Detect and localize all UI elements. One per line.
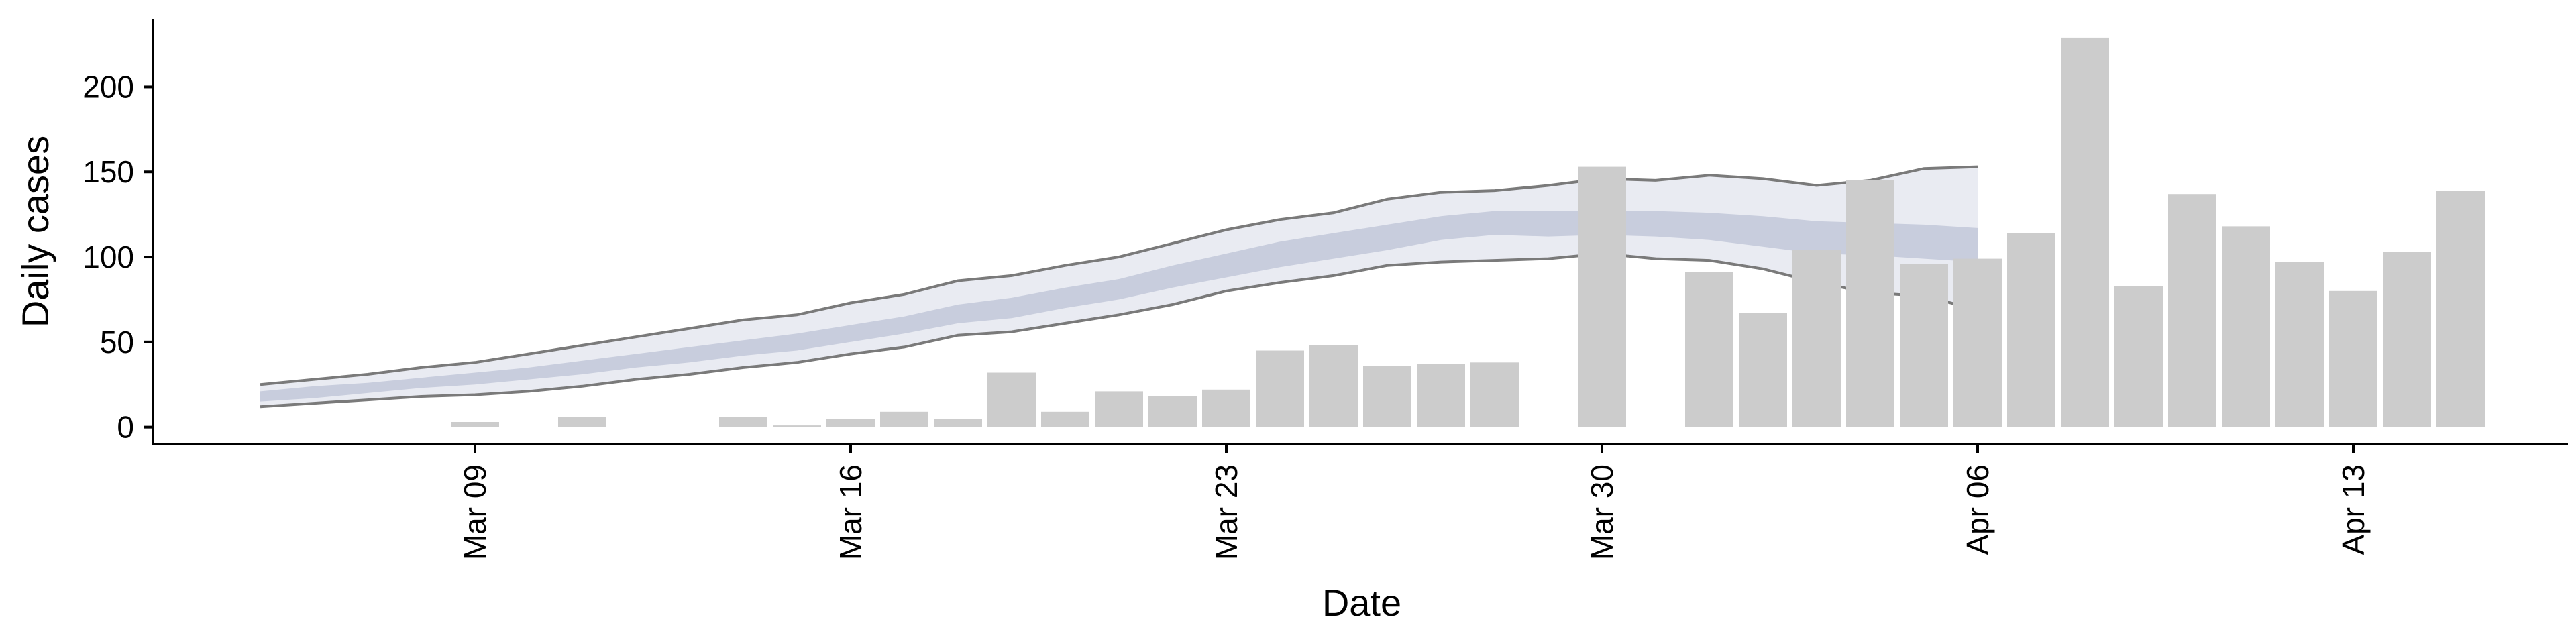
x-ticks-group: Mar 09 Mar 16 Mar 23 Mar 30 Apr 06 Apr 13 [458,444,2371,560]
bar-2020-04-02 [1739,313,1787,427]
bar-2020-03-24 [1256,350,1304,427]
x-tick-label-2020-03-09: Mar 09 [458,464,492,560]
x-tick-label-2020-04-06: Apr 06 [1960,464,1995,555]
y-axis-title: Daily cases [14,136,56,327]
y-tick-label-150: 150 [83,154,134,189]
bar-2020-04-15 [2436,191,2485,427]
bar-2020-04-06 [1953,258,2002,427]
bar-2020-04-10 [2168,194,2216,427]
y-tick-label-0: 0 [117,410,134,445]
x-tick-label-2020-04-13: Apr 13 [2336,464,2371,555]
bar-2020-04-08 [2061,37,2109,427]
bar-2020-04-03 [1792,250,1841,427]
bar-2020-03-28 [1470,362,1519,427]
bar-2020-04-09 [2114,286,2163,427]
bar-2020-03-26 [1363,366,1411,427]
bar-2020-03-27 [1417,364,1465,427]
bar-2020-03-18 [934,419,982,427]
x-tick-label-2020-03-23: Mar 23 [1209,464,1244,560]
bar-2020-03-15 [773,425,821,427]
x-tick-label-2020-03-30: Mar 30 [1585,464,1619,560]
forecast-lower-bound-line [260,252,1978,409]
bar-2020-03-09 [451,422,499,427]
bar-2020-04-13 [2329,290,2377,427]
forecast-band-inner [260,211,1978,402]
bar-2020-03-20 [1041,411,1089,427]
bar-2020-03-25 [1309,345,1358,427]
bar-2020-03-23 [1202,389,1250,427]
forecast-upper-bound-line [260,165,1978,386]
y-tick-label-50: 50 [100,325,134,360]
bar-2020-04-04 [1846,180,1894,427]
bar-2020-04-14 [2383,252,2431,427]
bar-2020-04-01 [1685,272,1733,427]
x-tick-label-2020-03-16: Mar 16 [833,464,868,560]
bar-2020-03-17 [880,411,928,427]
bar-2020-03-19 [987,372,1036,427]
y-tick-label-200: 200 [83,69,134,104]
bars-group [451,37,2485,427]
forecast-band-group [260,165,1978,409]
bar-2020-04-07 [2007,233,2055,427]
x-axis-title: Date [1322,582,1401,624]
bar-2020-04-05 [1900,264,1948,427]
bar-2020-04-12 [2275,262,2324,427]
bar-2020-03-21 [1095,391,1143,427]
bar-2020-03-30 [1578,166,1626,427]
bar-2020-03-22 [1148,396,1197,427]
bar-2020-04-11 [2222,226,2270,427]
bar-2020-03-14 [719,417,767,427]
y-tick-label-100: 100 [83,239,134,274]
y-ticks-group: 0 50 100 150 200 [83,69,153,445]
bar-2020-03-16 [826,419,875,427]
bar-2020-03-11 [558,417,606,427]
axes-group [152,19,2568,445]
